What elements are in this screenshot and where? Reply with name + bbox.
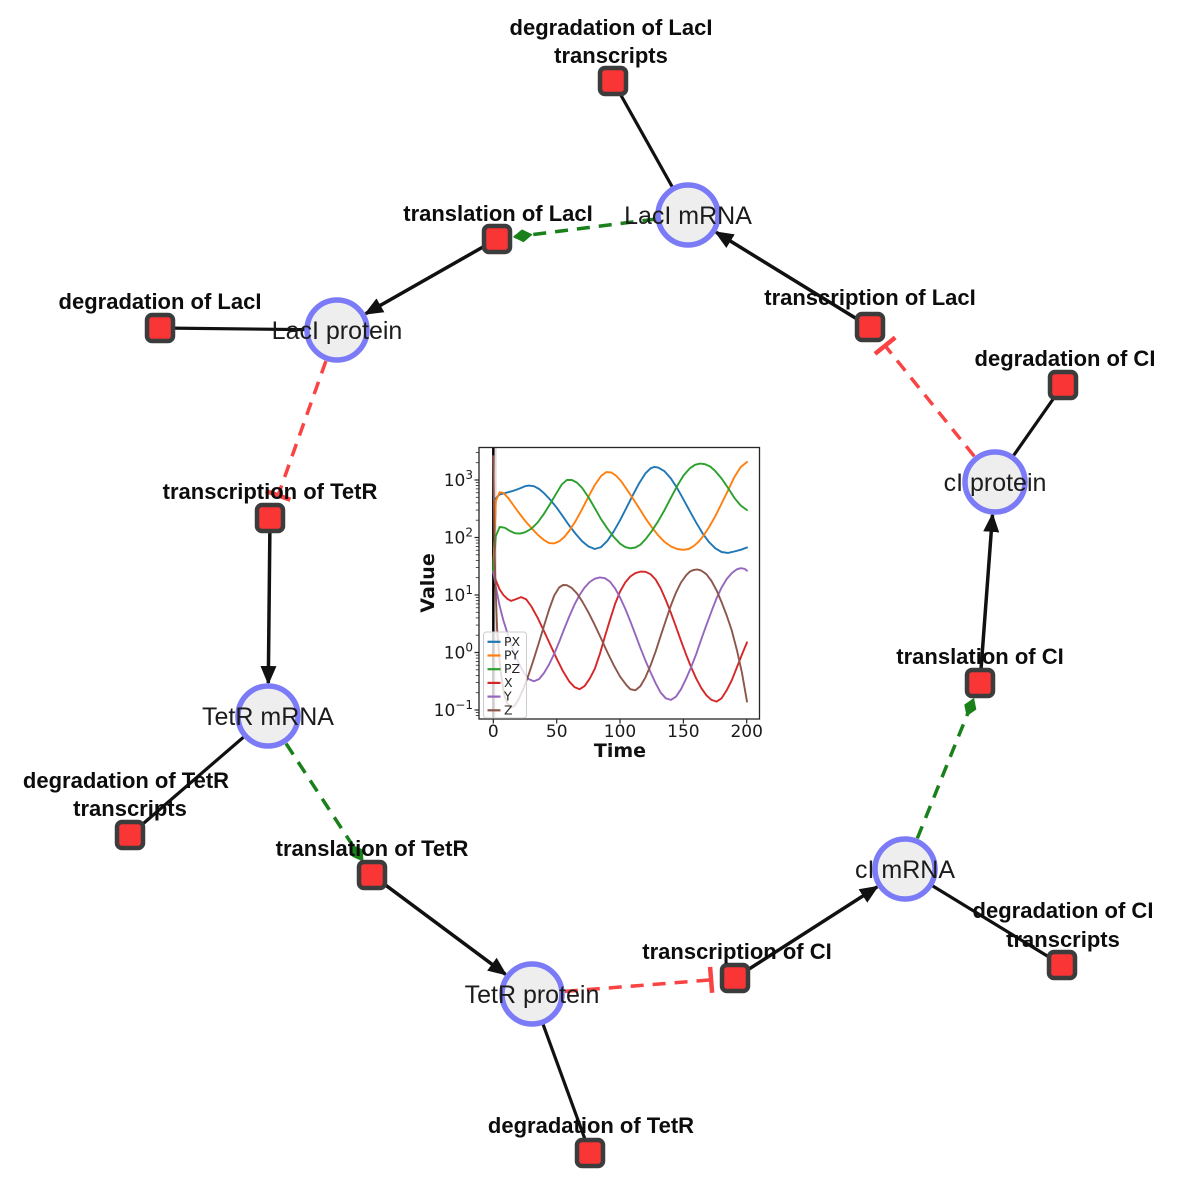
reaction-node-degradation-of-ci-transcripts[interactable]: [1046, 949, 1078, 981]
reaction-label: transcripts: [73, 796, 187, 821]
y-tick-label: 10−1: [434, 698, 473, 721]
x-tick-label: 150: [667, 722, 699, 742]
reaction-node-transcription-of-laci[interactable]: [854, 311, 886, 343]
edge-transcription-to-lacimrna: [714, 230, 871, 329]
x-tick-label: 200: [730, 722, 762, 742]
reaction-label: transcripts: [1006, 927, 1120, 952]
reaction-label: degradation of LacI: [59, 289, 262, 314]
chart-line-PY: [492, 461, 748, 574]
species-label-laci-mrna: LacI mRNA: [624, 202, 752, 230]
chart-line-Y: [492, 567, 748, 701]
chart-line-Z: [492, 455, 748, 709]
reaction-labels: degradation of LacI transcripts translat…: [23, 15, 1156, 1138]
edge-laciprotein-inhibits-tetr-transcription: [265, 360, 328, 502]
x-tick-label: 50: [546, 722, 568, 742]
reaction-label: degradation of LacI: [510, 15, 713, 40]
y-tick-label: 101: [444, 583, 473, 606]
species-label-ci-protein: cI protein: [944, 469, 1047, 497]
species-node-tetr-protein[interactable]: [499, 961, 565, 1027]
edge-lacimrna-modifies-translation: [512, 217, 656, 243]
reaction-node-degradation-of-ci[interactable]: [1047, 369, 1079, 401]
legend-label-y: Y: [503, 689, 512, 704]
y-tick-label: 102: [444, 526, 473, 549]
edge-tetrmrna-modifies-translation: [284, 742, 364, 862]
y-axis-label: Value: [417, 553, 439, 612]
y-tick-label: 103: [444, 468, 473, 491]
chart-line-PX: [492, 465, 748, 574]
reaction-label: degradation of TetR: [23, 768, 229, 793]
legend-label-z: Z: [504, 702, 513, 717]
edge-cimrna-modifies-translation: [915, 697, 977, 840]
legend-label-pz: PZ: [504, 661, 520, 676]
species-node-tetr-mrna[interactable]: [235, 683, 301, 749]
reaction-label: translation of LacI: [403, 201, 592, 226]
reaction-nodes: [114, 65, 1079, 1169]
timecourse-chart: 103 102 101 100 10−1 0 50 100 150 200 Ti…: [417, 446, 763, 762]
reaction-node-translation-of-tetr[interactable]: [356, 859, 388, 891]
species-labels: LacI mRNA LacI protein TetR mRNA TetR pr…: [202, 202, 1046, 1009]
legend-label-py: PY: [504, 648, 519, 663]
reaction-node-degradation-of-laci-transcripts[interactable]: [597, 65, 629, 97]
x-axis-major-ticks: [492, 719, 748, 724]
reaction-label: degradation of TetR: [488, 1113, 694, 1138]
legend-label-px: PX: [504, 634, 521, 649]
species-label-laci-protein: LacI protein: [272, 317, 403, 345]
species-label-ci-mrna: cI mRNA: [855, 856, 955, 884]
edge-translation-to-tetrprotein: [370, 873, 508, 976]
chart-curves: [492, 455, 748, 709]
chart-legend: PX PY PZ X Y Z: [483, 631, 527, 719]
reaction-node-transcription-of-tetr[interactable]: [254, 502, 286, 534]
legend-label-x: X: [504, 675, 513, 690]
x-tick-label: 100: [604, 722, 636, 742]
x-tick-labels: 0 50 100 150 200: [488, 722, 763, 742]
species-node-ci-mrna[interactable]: [872, 836, 938, 902]
edge-transcription-to-cimrna: [734, 885, 879, 980]
reaction-label: transcription of LacI: [764, 285, 975, 310]
reaction-label: translation of TetR: [276, 836, 469, 861]
edge-tetrprotein-inhibits-ci-transcription: [564, 966, 715, 994]
reaction-node-transcription-of-ci[interactable]: [719, 962, 751, 994]
edge-ciprotein-inhibits-laci-transcription: [873, 335, 976, 458]
chart-line-PZ: [492, 462, 748, 574]
axes-frame: [478, 446, 761, 720]
reaction-node-translation-of-ci[interactable]: [964, 667, 996, 699]
species-label-tetr-protein: TetR protein: [465, 981, 600, 1009]
species-nodes: [235, 182, 1028, 1027]
species-label-tetr-mrna: TetR mRNA: [202, 703, 334, 731]
reaction-label: degradation of CI: [973, 898, 1154, 923]
reaction-node-degradation-of-tetr[interactable]: [574, 1137, 606, 1169]
y-tick-label: 100: [444, 641, 473, 664]
x-axis-label: Time: [594, 740, 646, 762]
species-node-laci-mrna[interactable]: [655, 182, 721, 248]
reaction-node-degradation-of-tetr-transcripts[interactable]: [114, 819, 146, 851]
species-node-ci-protein[interactable]: [962, 449, 1028, 515]
x-tick-label: 0: [488, 722, 499, 742]
edge-translation-to-ciprotein: [978, 512, 1000, 684]
reaction-label: transcription of CI: [642, 939, 831, 964]
reaction-label: degradation of CI: [975, 346, 1156, 371]
reaction-label: translation of CI: [896, 644, 1063, 669]
edge-translation-to-laciprotein: [363, 237, 498, 316]
reaction-node-translation-of-laci[interactable]: [481, 223, 513, 255]
reaction-label: transcripts: [554, 43, 668, 68]
y-axis-minor-ticks: [475, 452, 479, 716]
y-tick-labels: 103 102 101 100 10−1: [434, 468, 473, 721]
reaction-node-degradation-of-laci[interactable]: [144, 312, 176, 344]
species-node-laci-protein[interactable]: [304, 297, 370, 363]
reaction-label: transcription of TetR: [163, 479, 378, 504]
edge-transcription-to-tetrmrna: [260, 517, 277, 685]
y-axis-major-ticks: [474, 479, 479, 711]
chart-line-X: [492, 570, 748, 703]
